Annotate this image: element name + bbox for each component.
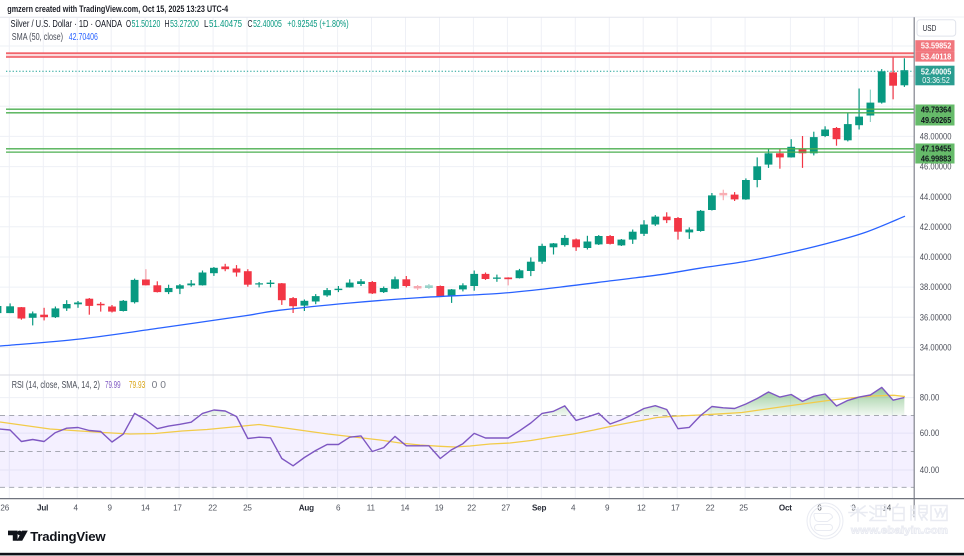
svg-text:51.50120: 51.50120 — [132, 19, 161, 30]
svg-text:17: 17 — [173, 504, 182, 513]
svg-text:38.00000: 38.00000 — [920, 282, 952, 292]
svg-text:36.00000: 36.00000 — [920, 312, 952, 322]
svg-text:34.00000: 34.00000 — [920, 343, 952, 353]
svg-text:14: 14 — [141, 504, 150, 513]
svg-text:H: H — [165, 19, 170, 30]
svg-text:49.60265: 49.60265 — [921, 115, 952, 125]
svg-text:C: C — [248, 19, 253, 30]
svg-text:46.00000: 46.00000 — [920, 162, 952, 172]
svg-text:Aug: Aug — [299, 504, 314, 513]
svg-text:42.00000: 42.00000 — [920, 222, 952, 232]
svg-text:22: 22 — [467, 504, 476, 513]
svg-text:52.40005: 52.40005 — [253, 19, 282, 30]
svg-text:25: 25 — [739, 504, 748, 513]
svg-text:26: 26 — [0, 504, 9, 513]
svg-text:L: L — [204, 19, 209, 30]
svg-text:44.00000: 44.00000 — [920, 192, 952, 202]
svg-text:53.40118: 53.40118 — [921, 51, 952, 61]
svg-text:40.00: 40.00 — [920, 465, 940, 475]
svg-text:25: 25 — [243, 504, 252, 513]
svg-text:USD: USD — [923, 24, 937, 33]
svg-text:79.99: 79.99 — [105, 380, 121, 391]
svg-text:03:36:52: 03:36:52 — [922, 76, 950, 85]
svg-text:53.27200: 53.27200 — [170, 19, 199, 30]
svg-text:47.19455: 47.19455 — [921, 143, 952, 153]
svg-text:RSI (14, close, SMA, 14, 2): RSI (14, close, SMA, 14, 2) — [12, 380, 100, 391]
svg-text:80.00: 80.00 — [920, 393, 940, 403]
svg-text:gmzern created with TradingVie: gmzern created with TradingView.com, Oct… — [7, 4, 229, 14]
svg-text:9: 9 — [107, 504, 112, 513]
svg-text:4: 4 — [571, 504, 576, 513]
svg-text:79.93: 79.93 — [129, 380, 146, 391]
svg-text:14: 14 — [882, 504, 891, 513]
svg-text:+0.92545 (+1.80%): +0.92545 (+1.80%) — [287, 19, 348, 30]
svg-text:46.99883: 46.99883 — [921, 153, 952, 163]
svg-text:14: 14 — [401, 504, 410, 513]
svg-text:27: 27 — [501, 504, 510, 513]
svg-text:0 0: 0 0 — [152, 380, 167, 391]
svg-text:TradingView: TradingView — [30, 529, 106, 544]
svg-text:51.40475: 51.40475 — [209, 19, 242, 30]
svg-text:9: 9 — [605, 504, 610, 513]
svg-text:4: 4 — [73, 504, 78, 513]
svg-text:Silver / U.S. Dollar · 1D · OA: Silver / U.S. Dollar · 1D · OANDA — [11, 19, 123, 30]
svg-text:48.00000: 48.00000 — [920, 132, 952, 142]
svg-text:22: 22 — [706, 504, 715, 513]
svg-text:42.70406: 42.70406 — [69, 32, 98, 43]
svg-text:11: 11 — [367, 504, 376, 513]
svg-text:O: O — [126, 19, 131, 30]
svg-text:52.40005: 52.40005 — [921, 66, 952, 76]
svg-text:Sep: Sep — [532, 504, 546, 513]
svg-text:19: 19 — [435, 504, 444, 513]
svg-text:53.59852: 53.59852 — [921, 41, 952, 51]
svg-text:49.79364: 49.79364 — [921, 105, 952, 115]
svg-text:Jul: Jul — [37, 504, 48, 513]
svg-text:www.ebaiyin.com: www.ebaiyin.com — [850, 525, 948, 537]
svg-text:Oct: Oct — [779, 504, 792, 513]
svg-text:40.00000: 40.00000 — [920, 252, 952, 262]
svg-text:SMA (50, close): SMA (50, close) — [12, 32, 63, 43]
svg-text:60.00: 60.00 — [920, 428, 940, 438]
svg-text:6: 6 — [817, 504, 822, 513]
svg-text:17: 17 — [671, 504, 680, 513]
svg-text:6: 6 — [336, 504, 341, 513]
svg-text:22: 22 — [208, 504, 217, 513]
svg-text:12: 12 — [637, 504, 646, 513]
